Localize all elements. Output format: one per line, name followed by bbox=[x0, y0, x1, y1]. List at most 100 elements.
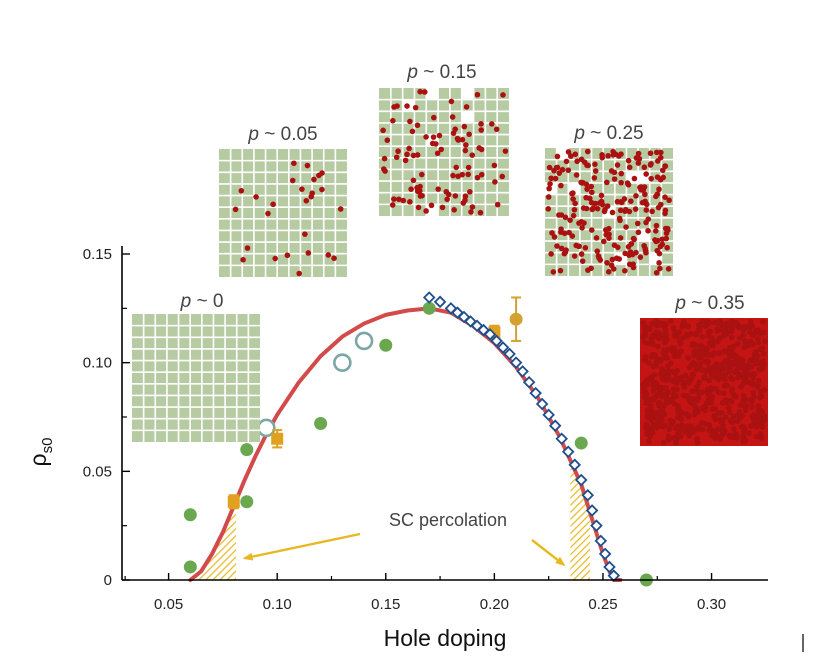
hole-dot bbox=[685, 380, 692, 386]
hole-dot bbox=[647, 433, 653, 440]
hole-dot bbox=[414, 188, 421, 195]
hole-dot bbox=[715, 320, 722, 326]
inset-label: p ~ 0.35 bbox=[674, 293, 744, 314]
hole-dot bbox=[665, 372, 672, 379]
hole-dot bbox=[459, 171, 466, 178]
data-series-layer bbox=[183, 291, 653, 587]
hole-dot bbox=[667, 417, 674, 424]
inset-label-value: ~ 0.15 bbox=[418, 62, 477, 83]
hole-dot bbox=[296, 270, 302, 277]
hole-dot bbox=[650, 423, 656, 429]
hole-dot bbox=[270, 201, 276, 208]
hole-dot bbox=[414, 152, 421, 158]
data-point bbox=[548, 419, 562, 432]
hole-dot bbox=[750, 381, 756, 388]
inset-lattice bbox=[132, 314, 260, 442]
hole-dot bbox=[451, 207, 457, 213]
hole-dot bbox=[423, 134, 429, 140]
hole-dot bbox=[477, 209, 484, 216]
hole-dot bbox=[588, 183, 595, 190]
hole-dot bbox=[702, 407, 708, 414]
hole-dot bbox=[642, 191, 648, 198]
inset-p-0.05: p ~ 0.05 bbox=[219, 124, 347, 277]
hole-dot bbox=[589, 189, 595, 196]
hole-dot bbox=[720, 422, 726, 429]
hole-dot bbox=[626, 164, 633, 171]
hole-dot bbox=[731, 426, 737, 432]
hole-dot bbox=[758, 393, 765, 400]
hole-dot bbox=[417, 88, 423, 95]
hole-dot bbox=[648, 175, 655, 182]
hole-dot bbox=[491, 162, 498, 169]
hole-dot bbox=[598, 198, 605, 205]
hole-dot bbox=[726, 368, 733, 375]
hole-dot bbox=[749, 323, 755, 329]
hole-dot bbox=[478, 127, 485, 133]
hole-dot bbox=[594, 248, 601, 254]
data-point bbox=[503, 347, 516, 361]
hole-dot bbox=[695, 389, 702, 396]
hole-dot bbox=[467, 189, 473, 195]
hole-dot bbox=[755, 402, 762, 409]
data-point bbox=[227, 495, 240, 508]
hole-dot bbox=[601, 208, 608, 215]
hole-dot bbox=[632, 206, 639, 212]
hole-dot bbox=[712, 412, 718, 419]
hole-dot bbox=[631, 236, 638, 243]
lattice-insets: p ~ 0p ~ 0.05p ~ 0.15p ~ 0.25p ~ 0.35 bbox=[132, 62, 768, 446]
hole-dot bbox=[618, 199, 625, 206]
hole-dot bbox=[642, 198, 648, 205]
hole-dot bbox=[410, 152, 417, 159]
hole-dot bbox=[736, 409, 743, 415]
hole-dot bbox=[637, 254, 644, 260]
hole-dot bbox=[611, 176, 618, 182]
hole-dot bbox=[696, 326, 702, 333]
hole-dot bbox=[662, 194, 668, 200]
hole-dot bbox=[453, 164, 460, 171]
inset-void bbox=[638, 229, 650, 242]
hole-dot bbox=[716, 410, 722, 416]
hole-dot bbox=[580, 205, 587, 211]
hole-dot bbox=[308, 193, 315, 200]
hole-dot bbox=[645, 227, 651, 234]
hole-dot bbox=[617, 235, 624, 241]
hole-dot bbox=[438, 146, 445, 153]
hole-dot bbox=[647, 162, 654, 168]
hole-dot bbox=[726, 352, 733, 359]
hole-dot bbox=[459, 136, 466, 143]
hole-dot bbox=[665, 433, 672, 440]
hole-dot bbox=[755, 407, 762, 413]
hole-dot bbox=[598, 192, 605, 199]
hole-dot bbox=[556, 170, 563, 176]
hole-dot bbox=[563, 158, 570, 165]
y-tick-label: 0.10 bbox=[83, 355, 112, 372]
hole-dot bbox=[677, 412, 683, 419]
data-point bbox=[574, 473, 588, 487]
hole-dot bbox=[452, 126, 459, 132]
inset-label-value: ~ 0.05 bbox=[259, 124, 318, 145]
hole-dot bbox=[311, 176, 317, 183]
hole-dot bbox=[581, 220, 587, 226]
hole-dot bbox=[548, 251, 554, 257]
hole-dot bbox=[410, 177, 417, 184]
annotation-text: SC percolation bbox=[389, 510, 507, 530]
hole-dot bbox=[640, 320, 647, 326]
inset-label: p ~ 0.25 bbox=[573, 123, 643, 144]
hole-dot bbox=[730, 322, 737, 329]
hole-dot bbox=[390, 117, 396, 124]
hole-dot bbox=[741, 344, 748, 351]
hole-dot bbox=[474, 91, 481, 98]
hole-dot bbox=[573, 172, 580, 178]
hole-dot bbox=[726, 409, 733, 416]
hole-dot bbox=[319, 186, 325, 193]
hole-dot bbox=[676, 329, 683, 335]
hole-dot bbox=[576, 243, 582, 250]
hole-dot bbox=[452, 193, 459, 199]
hole-dot bbox=[675, 406, 681, 413]
hole-dot bbox=[740, 424, 747, 431]
hole-dot bbox=[643, 171, 649, 177]
hole-dot bbox=[406, 145, 412, 152]
hole-dot bbox=[604, 179, 610, 186]
hole-dot bbox=[658, 201, 664, 208]
hatched-region-1 bbox=[190, 500, 236, 580]
